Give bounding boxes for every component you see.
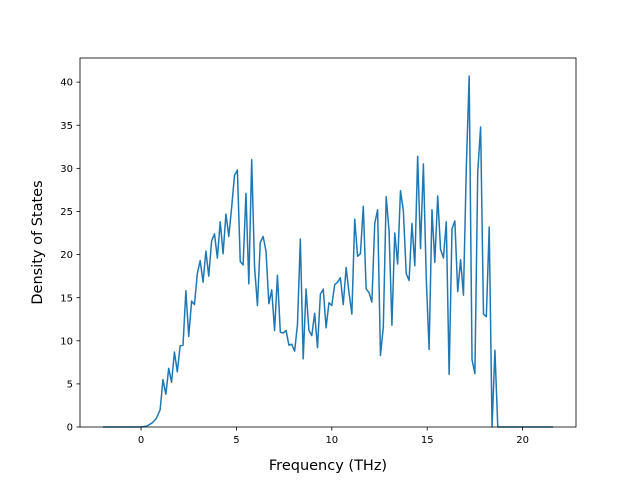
y-axis-title: Density of States	[30, 180, 46, 304]
x-axis-title: Frequency (THz)	[269, 458, 387, 474]
y-axis-ticks: 0 5 10 15 20 25 30 35 40	[60, 78, 80, 434]
x-tick-label: 20	[516, 435, 529, 446]
y-tick-label: 20	[60, 250, 73, 261]
x-tick-label: 15	[421, 435, 434, 446]
y-tick-label: 40	[60, 78, 73, 89]
dos-series-line	[102, 75, 554, 428]
y-tick-label: 25	[60, 207, 73, 218]
plot-area	[102, 75, 554, 428]
axes-frame	[79, 57, 577, 428]
x-tick-label: 0	[138, 435, 144, 446]
y-tick-label: 30	[60, 164, 73, 175]
y-tick-label: 5	[67, 379, 73, 390]
x-tick-label: 5	[233, 435, 239, 446]
y-tick-label: 10	[60, 336, 73, 347]
x-axis-ticks: 0 5 10 15 20	[138, 427, 529, 446]
y-tick-label: 35	[60, 121, 73, 132]
y-tick-label: 15	[60, 293, 73, 304]
x-tick-label: 10	[325, 435, 338, 446]
y-tick-label: 0	[67, 423, 73, 434]
